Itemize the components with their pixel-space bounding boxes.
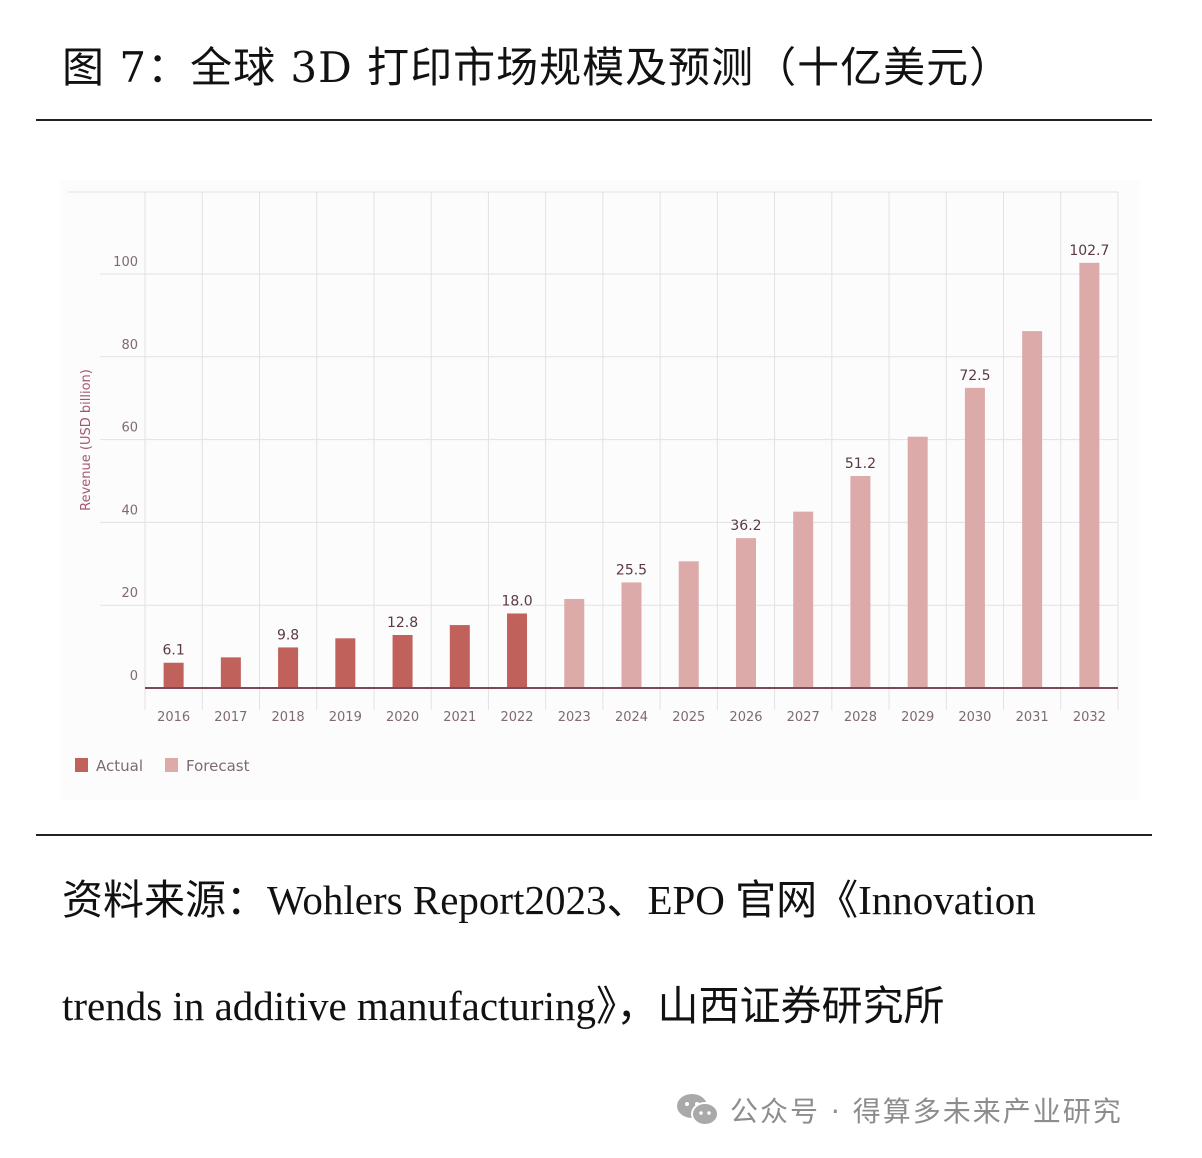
chart-svg: 0 20 40 60 80 100 Revenue (USD billion) 6.1 2016… — [68, 191, 1119, 775]
bar-forecast-2026 — [735, 538, 756, 688]
x-tick-label: 2026 — [729, 710, 762, 725]
bar-forecast-2029 — [907, 436, 928, 688]
y-tick-label: 80 — [121, 338, 138, 353]
legend-swatch-actual — [75, 758, 88, 772]
x-tick-label: 2027 — [787, 710, 820, 725]
x-tick-label: 2024 — [615, 710, 648, 725]
bar-forecast-2030 — [964, 387, 985, 688]
bar-chart: 0 20 40 60 80 100 Revenue (USD billion) 6.1 2016… — [60, 180, 1140, 800]
data-label: 25.5 — [616, 562, 647, 578]
figure-title: 图 7：全球 3D 打印市场规模及预测（十亿美元） — [62, 43, 1013, 92]
x-tick-label: 2017 — [214, 710, 247, 725]
x-tick-label: 2021 — [443, 710, 476, 725]
data-label: 9.8 — [277, 627, 299, 643]
bar-forecast-2025 — [678, 561, 699, 688]
y-axis-label: Revenue (USD billion) — [79, 369, 94, 511]
y-tick-label: 60 — [121, 421, 138, 436]
data-label: 12.8 — [387, 615, 418, 631]
x-tick-label: 2030 — [958, 710, 991, 725]
bar-actual-2018 — [278, 647, 299, 688]
data-label: 6.1 — [162, 643, 184, 659]
bar-actual-2021 — [449, 625, 470, 688]
bar-actual-2016 — [163, 662, 184, 688]
x-tick-label: 2029 — [901, 710, 934, 725]
x-tick-label: 2016 — [157, 710, 190, 725]
x-tick-label: 2028 — [844, 710, 877, 725]
x-tick-label: 2023 — [558, 710, 591, 725]
bar-actual-2017 — [220, 657, 241, 688]
bar-actual-2019 — [335, 638, 356, 688]
bottom-divider — [36, 834, 1152, 836]
data-label: 102.7 — [1069, 243, 1109, 259]
bar-forecast-2032 — [1079, 262, 1100, 688]
bar-forecast-2027 — [793, 511, 814, 688]
x-tick-label: 2032 — [1073, 710, 1106, 725]
bar-forecast-2024 — [621, 582, 642, 688]
bar-actual-2020 — [392, 635, 413, 688]
source-text-line1: 资料来源：Wohlers Report2023、EPO 官网《Innovatio… — [62, 877, 1036, 923]
data-label: 72.5 — [959, 368, 990, 384]
y-tick-label: 0 — [130, 669, 138, 684]
source-text-line2: trends in additive manufacturing》，山西证券研究… — [62, 983, 945, 1029]
x-tick-label: 2025 — [672, 710, 705, 725]
legend-swatch-forecast — [165, 758, 178, 772]
y-tick-label: 20 — [121, 586, 138, 601]
x-tick-label: 2020 — [386, 710, 419, 725]
y-tick-label: 40 — [121, 503, 138, 518]
x-tick-label: 2019 — [329, 710, 362, 725]
y-tick-label: 100 — [113, 255, 138, 270]
legend-label-forecast: Forecast — [186, 757, 250, 775]
data-label: 36.2 — [730, 518, 761, 534]
data-label: 18.0 — [501, 593, 532, 609]
wechat-icon — [676, 1092, 720, 1128]
bar-forecast-2023 — [564, 598, 585, 688]
bar-forecast-2028 — [850, 476, 871, 688]
bar-forecast-2031 — [1022, 331, 1043, 688]
watermark-text: 公众号 · 得算多未来产业研究 — [730, 1095, 1123, 1128]
x-tick-label: 2022 — [500, 710, 533, 725]
bar-actual-2022 — [507, 613, 528, 688]
top-divider — [36, 119, 1152, 121]
x-tick-label: 2031 — [1016, 710, 1049, 725]
data-label: 51.2 — [845, 456, 876, 472]
legend-label-actual: Actual — [96, 757, 143, 775]
watermark: 公众号 · 得算多未来产业研究 — [676, 1090, 1123, 1130]
x-tick-label: 2018 — [272, 710, 305, 725]
